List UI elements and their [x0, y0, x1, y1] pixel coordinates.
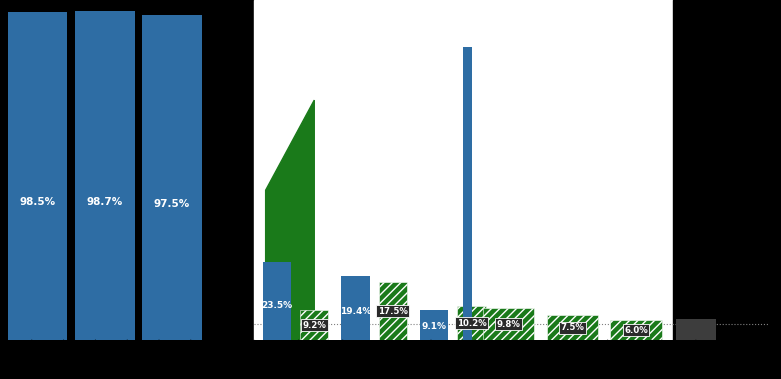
Text: 17.5%: 17.5% — [378, 307, 408, 316]
Text: 6.0%: 6.0% — [624, 326, 648, 335]
Bar — [75, 11, 134, 340]
Bar — [341, 276, 369, 340]
Text: 23.5%: 23.5% — [262, 301, 292, 310]
Text: 9.1%: 9.1% — [422, 322, 447, 331]
Bar — [463, 47, 473, 340]
Bar — [379, 282, 407, 340]
Text: 9.2%: 9.2% — [302, 321, 326, 329]
Text: 7.5%: 7.5% — [561, 323, 584, 332]
Polygon shape — [255, 340, 781, 379]
Bar — [483, 308, 534, 340]
Text: 97.5%: 97.5% — [154, 199, 191, 209]
Polygon shape — [266, 100, 314, 340]
Bar — [8, 12, 67, 340]
Bar — [611, 320, 662, 340]
Bar — [419, 310, 448, 340]
Bar — [300, 310, 329, 340]
Bar — [676, 319, 716, 340]
Text: 9.8%: 9.8% — [497, 319, 521, 329]
Bar — [547, 315, 598, 340]
Bar — [142, 15, 202, 340]
Text: 19.4%: 19.4% — [340, 307, 371, 316]
Text: 98.5%: 98.5% — [20, 197, 55, 207]
Bar — [255, 0, 769, 340]
Text: 10.2%: 10.2% — [457, 319, 487, 328]
Bar — [262, 262, 291, 340]
Polygon shape — [0, 340, 255, 379]
Bar — [457, 306, 486, 340]
Text: 98.7%: 98.7% — [87, 197, 123, 207]
